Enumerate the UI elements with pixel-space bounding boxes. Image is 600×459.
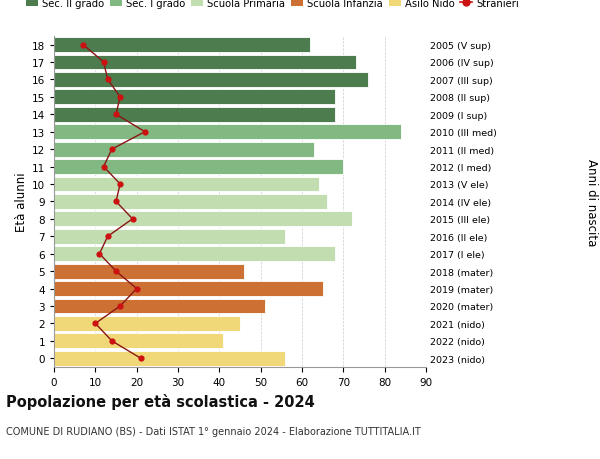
Y-axis label: Età alunni: Età alunni: [14, 172, 28, 232]
Bar: [54, 299, 265, 313]
Bar: [54, 247, 335, 262]
Bar: [54, 195, 327, 209]
Bar: [54, 160, 343, 174]
Text: Popolazione per età scolastica - 2024: Popolazione per età scolastica - 2024: [6, 393, 315, 409]
Bar: [54, 107, 335, 123]
Bar: [54, 177, 319, 192]
Bar: [54, 73, 368, 88]
Text: COMUNE DI RUDIANO (BS) - Dati ISTAT 1° gennaio 2024 - Elaborazione TUTTITALIA.IT: COMUNE DI RUDIANO (BS) - Dati ISTAT 1° g…: [6, 426, 421, 436]
Bar: [54, 125, 401, 140]
Bar: [54, 90, 335, 105]
Bar: [54, 38, 310, 53]
Legend: Sec. II grado, Sec. I grado, Scuola Primaria, Scuola Infanzia, Asilo Nido, Stran: Sec. II grado, Sec. I grado, Scuola Prim…: [26, 0, 519, 9]
Bar: [54, 316, 240, 331]
Bar: [54, 264, 244, 279]
Bar: [54, 230, 286, 244]
Text: Anni di nascita: Anni di nascita: [584, 158, 598, 246]
Bar: [54, 56, 356, 70]
Bar: [54, 281, 323, 297]
Bar: [54, 334, 223, 348]
Bar: [54, 212, 352, 227]
Bar: [54, 142, 314, 157]
Bar: [54, 351, 286, 366]
